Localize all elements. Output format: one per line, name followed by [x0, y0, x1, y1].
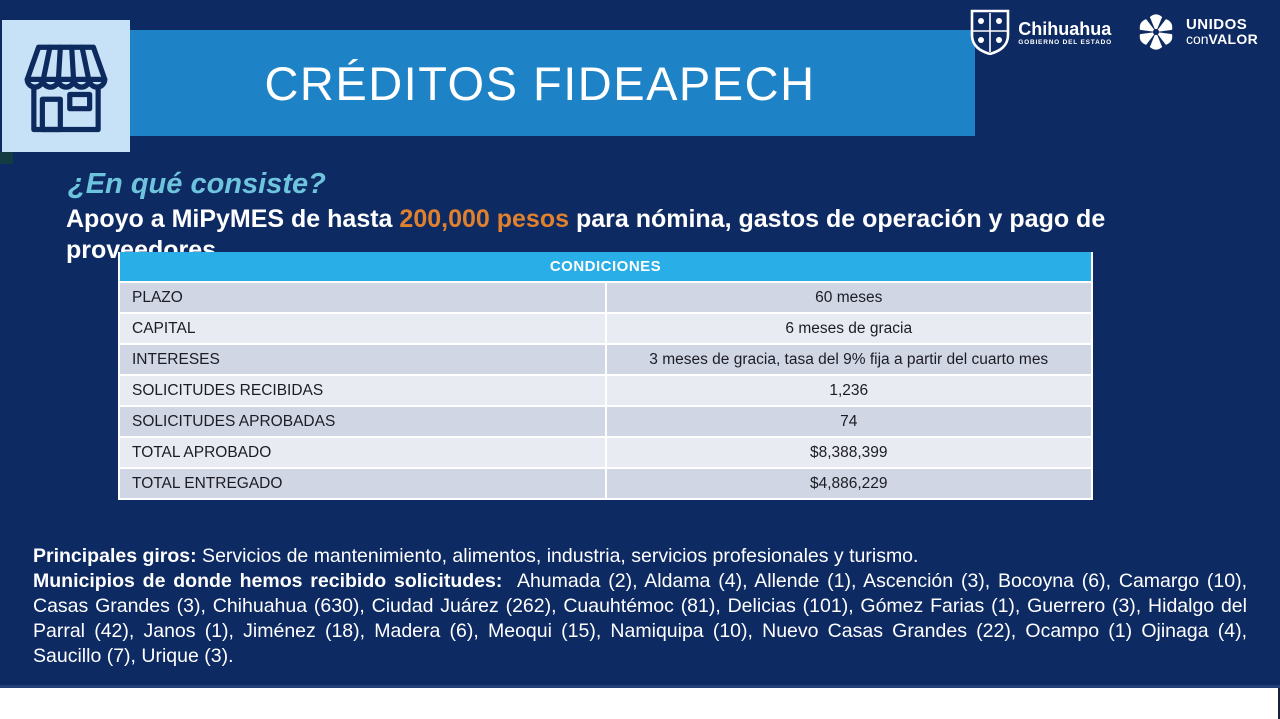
row-label: INTERESES — [118, 343, 607, 376]
slide-background: CRÉDITOS FIDEAPECH — [0, 0, 1280, 688]
unidos-line2: conVALOR — [1186, 32, 1258, 47]
conditions-tbody: PLAZO 60 meses CAPITAL 6 meses de gracia INT… — [118, 281, 1093, 500]
row-label: CAPITAL — [118, 312, 607, 345]
footer-text-block: Principales giros: Servicios de mantenim… — [33, 544, 1247, 669]
unidos-con-valor-logo: UNIDOS conVALOR — [1134, 10, 1258, 54]
page-title: CRÉDITOS FIDEAPECH — [264, 56, 816, 110]
storefront-icon-box — [2, 20, 130, 152]
chihuahua-subtitle: GOBIERNO DEL ESTADO — [1018, 38, 1112, 46]
row-value: $4,886,229 — [604, 467, 1093, 500]
conditions-table: CONDICIONES PLAZO 60 meses CAPITAL 6 meses … — [118, 252, 1093, 500]
table-row: INTERESES 3 meses de gracia, tasa del 9% … — [118, 343, 1093, 376]
municipios-text: Ahumada (2), Aldama (4), Allende (1), As… — [33, 570, 1247, 667]
row-label: SOLICITUDES APROBADAS — [118, 405, 607, 438]
row-label: TOTAL ENTREGADO — [118, 467, 607, 500]
intro-part2: para nómina, gastos de operación y pago … — [569, 205, 1106, 233]
logo-area: Chihuahua GOBIERNO DEL ESTADO — [970, 6, 1258, 58]
giros-line: Principales giros: Servicios de mantenim… — [33, 544, 1247, 569]
row-value: 60 meses — [604, 281, 1093, 314]
giros-label: Principales giros: — [33, 545, 197, 567]
row-label: PLAZO — [118, 281, 607, 314]
row-value: $8,388,399 — [604, 436, 1093, 469]
pinwheel-icon — [1134, 10, 1178, 54]
chihuahua-shield-icon — [970, 9, 1010, 55]
unidos-con: con — [1185, 31, 1209, 47]
title-banner: CRÉDITOS FIDEAPECH — [105, 30, 975, 136]
row-value: 3 meses de gracia, tasa del 9% fija a pa… — [604, 343, 1093, 376]
row-value: 6 meses de gracia — [604, 312, 1093, 345]
table-row: SOLICITUDES APROBADAS 74 — [118, 405, 1093, 438]
municipios-label: Municipios de donde hemos recibido solic… — [33, 570, 503, 592]
chihuahua-name: Chihuahua — [1018, 18, 1112, 39]
municipios-paragraph: Municipios de donde hemos recibido solic… — [33, 569, 1247, 669]
table-row: TOTAL APROBADO $8,388,399 — [118, 436, 1093, 469]
storefront-icon — [14, 34, 118, 138]
bottom-white-strip — [0, 688, 1280, 719]
table-row: CAPITAL 6 meses de gracia — [118, 312, 1093, 345]
giros-text: Servicios de mantenimiento, alimentos, i… — [196, 545, 919, 567]
chihuahua-gov-text: Chihuahua GOBIERNO DEL ESTADO — [1018, 19, 1112, 46]
decorative-chip — [0, 152, 13, 164]
conditions-table-header: CONDICIONES — [118, 252, 1093, 283]
table-row: TOTAL ENTREGADO $4,886,229 — [118, 467, 1093, 500]
unidos-valor: VALOR — [1208, 31, 1258, 47]
intro-highlight: 200,000 pesos — [399, 205, 569, 233]
table-row: PLAZO 60 meses — [118, 281, 1093, 314]
section-heading: ¿En qué consiste? — [68, 168, 326, 200]
row-label: TOTAL APROBADO — [118, 436, 607, 469]
row-label: SOLICITUDES RECIBIDAS — [118, 374, 607, 407]
chihuahua-gov-logo: Chihuahua GOBIERNO DEL ESTADO — [970, 9, 1112, 55]
row-value: 74 — [604, 405, 1093, 438]
intro-part1: Apoyo a MiPyMES de hasta — [66, 205, 400, 233]
row-value: 1,236 — [604, 374, 1093, 407]
unidos-line1: UNIDOS — [1185, 16, 1248, 33]
unidos-text: UNIDOS conVALOR — [1186, 17, 1258, 47]
table-row: SOLICITUDES RECIBIDAS 1,236 — [118, 374, 1093, 407]
